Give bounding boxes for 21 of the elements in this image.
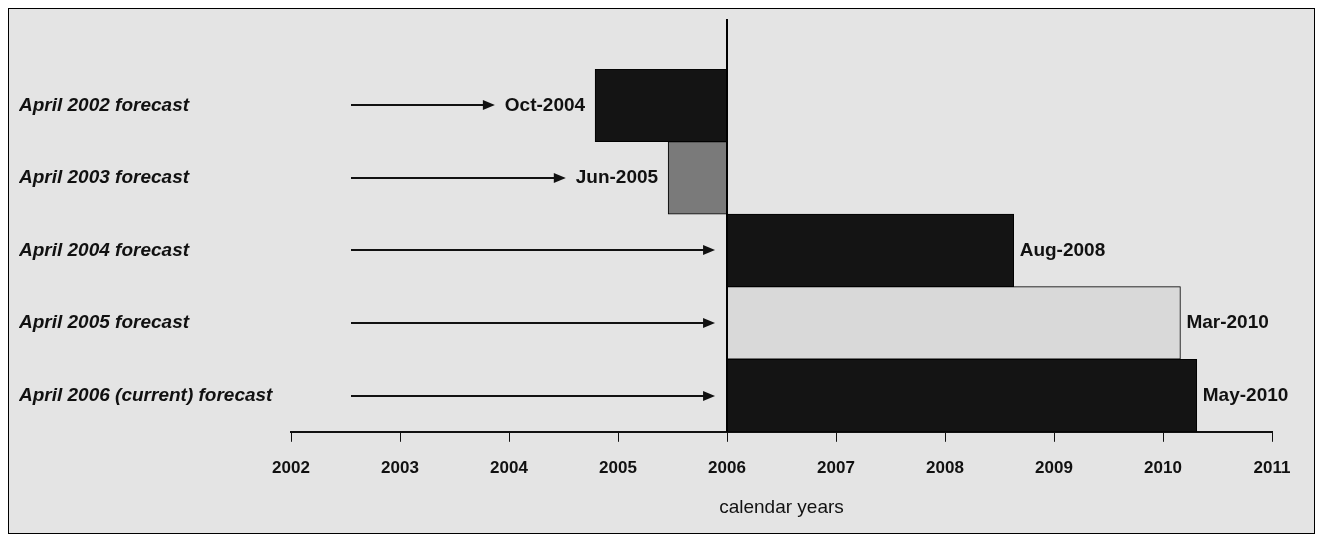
data-label: Mar-2010 — [1186, 311, 1269, 333]
x-tick-label: 2006 — [708, 457, 746, 477]
x-axis-title: calendar years — [719, 495, 844, 517]
y-tick-label: April 2005 forecast — [18, 311, 190, 333]
x-tick-label: 2008 — [926, 457, 964, 477]
x-tick-label: 2004 — [490, 457, 529, 477]
data-label: May-2010 — [1202, 383, 1289, 405]
x-tick-label: 2009 — [1035, 457, 1073, 477]
x-tick-label: 2005 — [599, 457, 637, 477]
x-tick-label: 2007 — [817, 457, 855, 477]
y-tick-label: April 2004 forecast — [18, 238, 190, 260]
data-label: Aug-2008 — [1019, 238, 1106, 260]
y-tick-label: April 2002 forecast — [18, 93, 190, 115]
y-tick-label: April 2006 (current) forecast — [18, 383, 274, 405]
data-label: Oct-2004 — [504, 93, 586, 115]
y-tick-label: April 2003 forecast — [18, 166, 190, 188]
x-tick-label: 2002 — [272, 457, 310, 477]
x-tick-label: 2003 — [381, 457, 419, 477]
x-tick-label: 2010 — [1144, 457, 1182, 477]
x-tick-label: 2011 — [1253, 457, 1291, 477]
data-label: Jun-2005 — [575, 166, 659, 188]
